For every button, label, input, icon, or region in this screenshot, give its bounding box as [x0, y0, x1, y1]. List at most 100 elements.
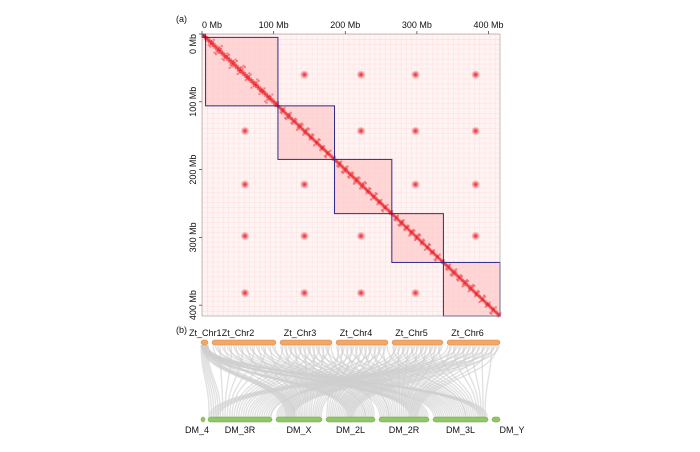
dm-chromosome-bar	[325, 416, 376, 423]
synteny-link	[247, 344, 346, 418]
interaction-spot	[299, 288, 309, 298]
zt-chromosome-bar	[391, 339, 444, 346]
synteny-link	[238, 344, 303, 418]
dm-chromosome-label: DM_4	[185, 425, 209, 435]
synteny-link	[348, 344, 476, 418]
synteny-link	[416, 344, 498, 418]
panel-b-label: (b)	[176, 325, 187, 335]
chromosome-boundary-box	[334, 158, 393, 215]
dm-chromosome-bars: DM_4 DM_3R DM_X DM_2L DM_2R DM_3L DM_Y	[185, 416, 525, 435]
hic-heatmap	[201, 33, 502, 318]
synteny-links	[200, 344, 500, 418]
zt-chromosome-bar	[446, 339, 501, 346]
dm-chromosome-bar	[432, 416, 489, 423]
dm-chromosome-label: DM_2L	[336, 425, 365, 435]
left-tick-label: 400 Mb	[188, 290, 198, 320]
synteny-link	[256, 344, 383, 418]
synteny-link	[215, 344, 487, 418]
synteny-link	[202, 344, 215, 418]
top-tick-label: 0 Mb	[202, 20, 222, 30]
synteny-plot: (b) Zt_Chr1 Zt_Chr2 Zt_Chr3 Zt_Chr4 Zt_Chr5 Z…	[176, 325, 525, 435]
interaction-spot	[471, 126, 481, 136]
zt-chromosome-bars: Zt_Chr1 Zt_Chr2 Zt_Chr3 Zt_Chr4 Zt_Chr5 Zt_Ch…	[189, 328, 501, 346]
interaction-spot	[299, 70, 309, 80]
synteny-link	[280, 344, 367, 418]
synteny-link	[258, 344, 398, 418]
interaction-spot	[471, 231, 481, 241]
synteny-link	[210, 344, 468, 418]
synteny-link	[242, 344, 321, 418]
synteny-link	[251, 344, 364, 418]
dm-chromosome-label: DM_3R	[225, 425, 256, 435]
synteny-link	[352, 344, 495, 418]
interaction-spot	[471, 179, 481, 189]
synteny-link	[484, 344, 493, 418]
synteny-link	[233, 344, 284, 418]
dm-chromosome-label: DM_X	[286, 425, 311, 435]
synteny-link	[235, 344, 293, 418]
zt-chromosome-bar	[279, 339, 333, 346]
zt-chromosome-label: Zt_Chr5	[395, 328, 428, 338]
synteny-link	[285, 344, 462, 418]
synteny-link	[229, 344, 255, 418]
zt-chromosome-bar	[335, 339, 389, 346]
interaction-spot	[299, 179, 309, 189]
synteny-link	[462, 344, 480, 418]
interaction-spot	[410, 288, 420, 298]
synteny-link	[284, 344, 453, 418]
synteny-link	[208, 344, 459, 418]
left-tick-label: 300 Mb	[188, 222, 198, 252]
synteny-link	[287, 344, 472, 418]
dm-chromosome-bar	[378, 416, 430, 423]
zt-chromosome-bar	[200, 339, 209, 346]
interaction-spot	[356, 288, 366, 298]
top-tick-label: 300 Mb	[402, 20, 432, 30]
synteny-link	[452, 344, 478, 418]
synteny-link	[347, 344, 466, 418]
zt-chromosome-label: Zt_Chr2	[222, 328, 255, 338]
panel-a-label: (a)	[176, 14, 187, 24]
left-axis-ticks: 0 Mb 100 Mb 200 Mb 300 Mb 400 Mb	[188, 33, 202, 320]
synteny-link	[290, 344, 491, 418]
synteny-link	[254, 344, 373, 418]
dm-chromosome-label: DM_Y	[499, 425, 524, 435]
dm-chromosome-bar	[200, 416, 206, 423]
zt-chromosome-label: Zt_Chr3	[284, 328, 317, 338]
interaction-spot	[240, 179, 250, 189]
zt-chromosome-label: Zt_Chr1	[189, 328, 222, 338]
hic-frame	[201, 33, 501, 317]
interaction-spot	[299, 231, 309, 241]
dm-chromosome-label: DM_2R	[389, 425, 420, 435]
left-tick-label: 200 Mb	[188, 155, 198, 185]
synteny-link	[249, 344, 355, 418]
chromosome-boundary-box	[277, 105, 336, 160]
synteny-link	[200, 344, 210, 418]
synteny-link	[481, 344, 484, 418]
interaction-spot	[471, 70, 481, 80]
top-tick-label: 100 Mb	[259, 20, 289, 30]
synteny-link	[245, 344, 330, 418]
zt-chromosome-label: Zt_Chr6	[451, 328, 484, 338]
synteny-link	[292, 344, 500, 418]
top-tick-label: 200 Mb	[330, 20, 360, 30]
synteny-link	[345, 344, 457, 418]
left-tick-label: 100 Mb	[188, 87, 198, 117]
synteny-link	[213, 344, 478, 418]
dm-chromosome-bar	[207, 416, 273, 423]
synteny-link	[240, 344, 312, 418]
synteny-link	[289, 344, 481, 418]
synteny-link	[231, 344, 267, 418]
interaction-spot	[410, 70, 420, 80]
synteny-link	[471, 344, 482, 418]
synteny-link	[226, 344, 244, 418]
dm-chromosome-label: DM_3L	[446, 425, 475, 435]
interaction-spot	[410, 126, 420, 136]
hic-contact-map: (a) 0 Mb 100 Mb 200 Mb 300 Mb 400 Mb 0 Mb 100…	[176, 14, 504, 320]
top-axis-ticks: 0 Mb 100 Mb 200 Mb 300 Mb 400 Mb	[201, 20, 504, 34]
interaction-spot	[240, 288, 250, 298]
chromosome-boundary-box	[391, 213, 444, 263]
top-tick-label: 400 Mb	[474, 20, 504, 30]
synteny-link	[350, 344, 485, 418]
zt-chromosome-label: Zt_Chr4	[340, 328, 373, 338]
